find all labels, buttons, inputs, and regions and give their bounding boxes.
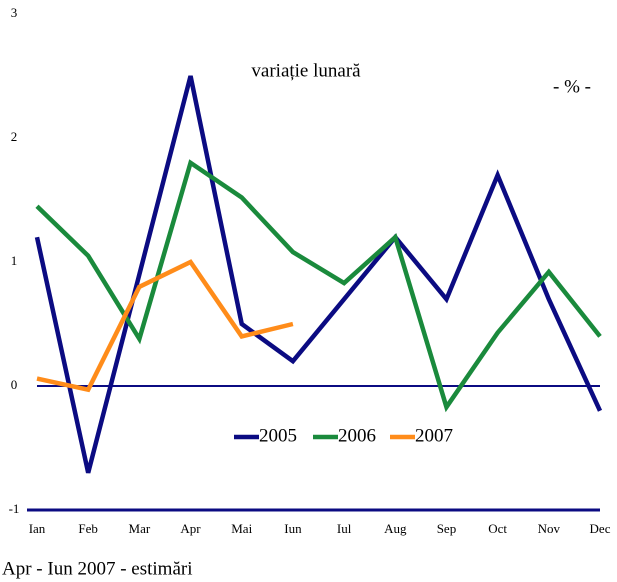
x-tick-label: Iun	[284, 521, 302, 536]
legend-label: 2006	[338, 425, 376, 446]
y-tick-label: 3	[11, 5, 18, 20]
x-tick-label: Apr	[180, 521, 201, 536]
x-tick-label: Nov	[538, 521, 561, 536]
legend-label: 2007	[415, 425, 453, 446]
y-tick-label: 1	[11, 253, 18, 268]
footnote: Apr - Iun 2007 - estimări	[2, 558, 192, 579]
series-line	[34, 75, 603, 474]
series-line	[36, 259, 294, 393]
x-tick-label: Iul	[337, 521, 352, 536]
x-tick-label: Sep	[437, 521, 457, 536]
subtitle: variație lunară	[251, 60, 361, 81]
x-tick-label: Oct	[488, 521, 507, 536]
y-tick-label: 0	[11, 377, 18, 392]
x-tick-label: Mar	[129, 521, 151, 536]
x-tick-label: Aug	[384, 521, 407, 536]
y-tick-label: -1	[9, 501, 20, 516]
series-line	[35, 159, 602, 413]
unit-label: - % -	[553, 76, 591, 97]
legend-label: 2005	[259, 425, 297, 446]
x-tick-label: Feb	[78, 521, 98, 536]
x-tick-label: Dec	[590, 521, 611, 536]
x-tick-label: Ian	[29, 521, 46, 536]
y-tick-label: 2	[11, 129, 18, 144]
x-tick-label: Mai	[231, 521, 252, 536]
